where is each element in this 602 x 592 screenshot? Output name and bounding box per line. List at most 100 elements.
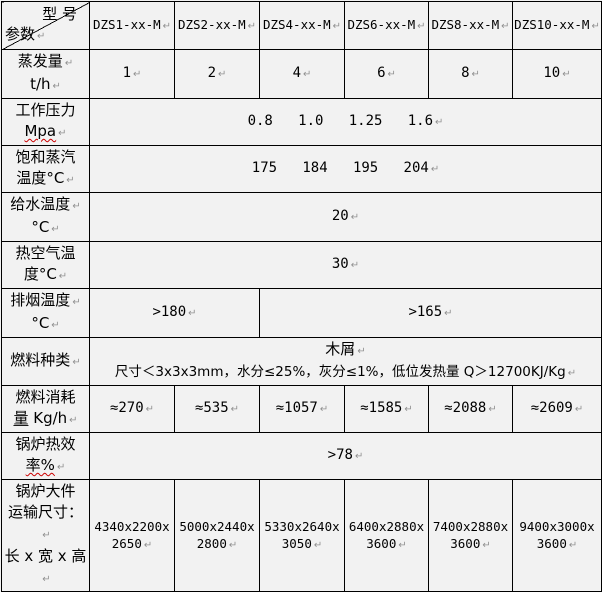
return-mark-icon: ↵ xyxy=(471,69,480,80)
return-mark-icon: ↵ xyxy=(218,69,227,80)
fuel-consumption-value: ≈270 ↵ xyxy=(89,385,175,433)
return-mark-icon: ↵ xyxy=(591,21,600,32)
return-mark-icon: ↵ xyxy=(417,21,426,32)
row-label-evaporation: 蒸发量 ↵ t/h ↵ xyxy=(1,49,90,99)
table-row: 锅炉热效 率% ↵ >78 ↵ xyxy=(1,432,602,480)
table-row: 型 号 参数 ↵ DZS1-xx-M ↵ DZS2-xx-M ↵ DZS4-xx-M ↵… xyxy=(1,1,602,50)
pressure-value: 0.8 1.0 1.25 1.6 ↵ xyxy=(89,98,602,146)
return-mark-icon: ↵ xyxy=(230,404,240,415)
fuel-name: 木屑 ↵ xyxy=(325,340,366,358)
fuel-type-value: 木屑 ↵ 尺寸＜3x3x3mm，水分≤25%，灰分≤1%，低位发热量 Q＞1270… xyxy=(89,337,602,386)
fuel-consumption-value: ≈1057 ↵ xyxy=(259,385,345,433)
return-mark-icon: ↵ xyxy=(66,175,75,186)
table-row: 燃料种类 ↵ 木屑 ↵ 尺寸＜3x3x3mm，水分≤25%，灰分≤1%，低位发热量 … xyxy=(1,337,602,386)
return-mark-icon: ↵ xyxy=(501,21,510,32)
return-mark-icon: ↵ xyxy=(64,58,74,69)
return-mark-icon: ↵ xyxy=(72,201,81,212)
hot-air-temp-value: 30 ↵ xyxy=(89,241,602,289)
exhaust-temp-value-large-models: >165 ↵ xyxy=(259,288,602,338)
fuel-consumption-value: ≈1585 ↵ xyxy=(344,385,429,433)
evaporation-value: 6 ↵ xyxy=(344,49,429,99)
column-header-dzs10: DZS10-xx-M ↵ xyxy=(512,1,602,50)
table-row: 排烟温度 ↵ °C ↵ >180 ↵ >165 ↵ xyxy=(1,288,602,338)
return-mark-icon: ↵ xyxy=(58,128,67,139)
return-mark-icon: ↵ xyxy=(404,404,413,415)
return-mark-icon: ↵ xyxy=(482,539,491,551)
return-mark-icon: ↵ xyxy=(357,346,366,357)
return-mark-icon: ↵ xyxy=(319,404,329,415)
column-header-dzs6: DZS6-xx-M ↵ xyxy=(344,1,429,50)
feedwater-temp-value: 20 ↵ xyxy=(89,192,602,242)
transport-size-value: 5000x2440x2800 ↵ xyxy=(174,479,260,592)
transport-size-value: 5330x2640x3050 ↵ xyxy=(259,479,345,592)
fuel-consumption-value: ≈535 ↵ xyxy=(174,385,260,433)
spellcheck-underlined-text: Mpa xyxy=(24,122,57,140)
return-mark-icon: ↵ xyxy=(52,81,61,92)
evaporation-value: 10 ↵ xyxy=(512,49,602,99)
column-header-dzs8: DZS8-xx-M ↵ xyxy=(428,1,513,50)
efficiency-value: >78 ↵ xyxy=(89,432,602,480)
table-row: 工作压力 Mpa ↵ 0.8 1.0 1.25 1.6 ↵ xyxy=(1,98,602,146)
return-mark-icon: ↵ xyxy=(350,212,360,223)
column-header-dzs1: DZS1-xx-M ↵ xyxy=(89,1,175,50)
return-mark-icon: ↵ xyxy=(398,539,407,551)
return-mark-icon: ↵ xyxy=(562,69,571,80)
return-mark-icon: ↵ xyxy=(313,539,323,551)
spellcheck-underlined-text: 率% xyxy=(25,456,55,474)
transport-size-value: 4340x2200x2650 ↵ xyxy=(89,479,175,592)
return-mark-icon: ↵ xyxy=(435,117,444,128)
return-mark-icon: ↵ xyxy=(145,404,155,415)
return-mark-icon: ↵ xyxy=(303,69,312,80)
return-mark-icon: ↵ xyxy=(387,69,396,80)
table-row: 燃料消耗 量 Kg/h ↵ ≈270 ↵ ≈535 ↵ ≈1057 ↵ ≈1585 ↵ ≈… xyxy=(1,385,602,433)
return-mark-icon: ↵ xyxy=(567,368,577,379)
return-mark-icon: ↵ xyxy=(488,404,497,415)
row-label-pressure: 工作压力 Mpa ↵ xyxy=(1,98,90,146)
row-label-fuel-consumption: 燃料消耗 量 Kg/h ↵ xyxy=(1,385,90,433)
return-mark-icon: ↵ xyxy=(228,539,238,551)
table-row: 蒸发量 ↵ t/h ↵ 1 ↵ 2 ↵ 4 ↵ 6 ↵ 8 ↵ 10 ↵ xyxy=(1,49,602,99)
return-mark-icon: ↵ xyxy=(72,297,81,308)
row-label-feedwater-temp: 给水温度 ↵ °C ↵ xyxy=(1,192,90,242)
transport-size-value: 6400x2880x3600 ↵ xyxy=(344,479,429,592)
return-mark-icon: ↵ xyxy=(58,271,68,282)
table-row: 饱和蒸汽 温度°C ↵ 175 184 195 204 ↵ xyxy=(1,145,602,193)
column-header-dzs4: DZS4-xx-M ↵ xyxy=(259,1,345,50)
return-mark-icon: ↵ xyxy=(51,320,60,331)
row-label-transport-size: 锅炉大件 运输尺寸：↵ 长 x 宽 x 高↵ xyxy=(1,479,90,592)
return-mark-icon: ↵ xyxy=(247,21,257,32)
row-label-fuel-type: 燃料种类 ↵ xyxy=(1,337,90,386)
fuel-consumption-value: ≈2609 ↵ xyxy=(512,385,602,433)
table-row: 锅炉大件 运输尺寸：↵ 长 x 宽 x 高↵ 4340x2200x2650 ↵ 5… xyxy=(1,479,602,592)
return-mark-icon: ↵ xyxy=(72,357,81,368)
return-mark-icon: ↵ xyxy=(162,21,172,32)
evaporation-value: 8 ↵ xyxy=(428,49,513,99)
row-label-hot-air-temp: 热空气温 度°C ↵ xyxy=(1,241,90,289)
return-mark-icon: ↵ xyxy=(188,308,197,319)
return-mark-icon: ↵ xyxy=(354,451,364,462)
column-header-dzs2: DZS2-xx-M ↵ xyxy=(174,1,260,50)
return-mark-icon: ↵ xyxy=(332,21,342,32)
return-mark-icon: ↵ xyxy=(574,404,584,415)
return-mark-icon: ↵ xyxy=(51,224,60,235)
return-mark-icon: ↵ xyxy=(430,164,440,175)
evaporation-value: 2 ↵ xyxy=(174,49,260,99)
evaporation-value: 4 ↵ xyxy=(259,49,345,99)
table-row: 热空气温 度°C ↵ 30 ↵ xyxy=(1,241,602,289)
saturated-steam-temp-value: 175 184 195 204 ↵ xyxy=(89,145,602,193)
transport-size-value: 9400x3000x3600 ↵ xyxy=(512,479,602,592)
return-mark-icon: ↵ xyxy=(444,308,453,319)
corner-cell-model-parameter: 型 号 参数 ↵ xyxy=(1,1,90,50)
return-mark-icon: ↵ xyxy=(37,31,46,42)
return-mark-icon: ↵ xyxy=(568,539,578,551)
return-mark-icon: ↵ xyxy=(42,530,51,541)
return-mark-icon: ↵ xyxy=(143,539,153,551)
return-mark-icon: ↵ xyxy=(350,260,360,271)
evaporation-value: 1 ↵ xyxy=(89,49,175,99)
underlined-text: 量 xyxy=(13,409,29,427)
row-label-saturated-steam-temp: 饱和蒸汽 温度°C ↵ xyxy=(1,145,90,193)
corner-label-model: 型 号 xyxy=(42,5,77,23)
transport-size-value: 7400x2880x3600 ↵ xyxy=(428,479,513,592)
return-mark-icon: ↵ xyxy=(42,574,51,585)
